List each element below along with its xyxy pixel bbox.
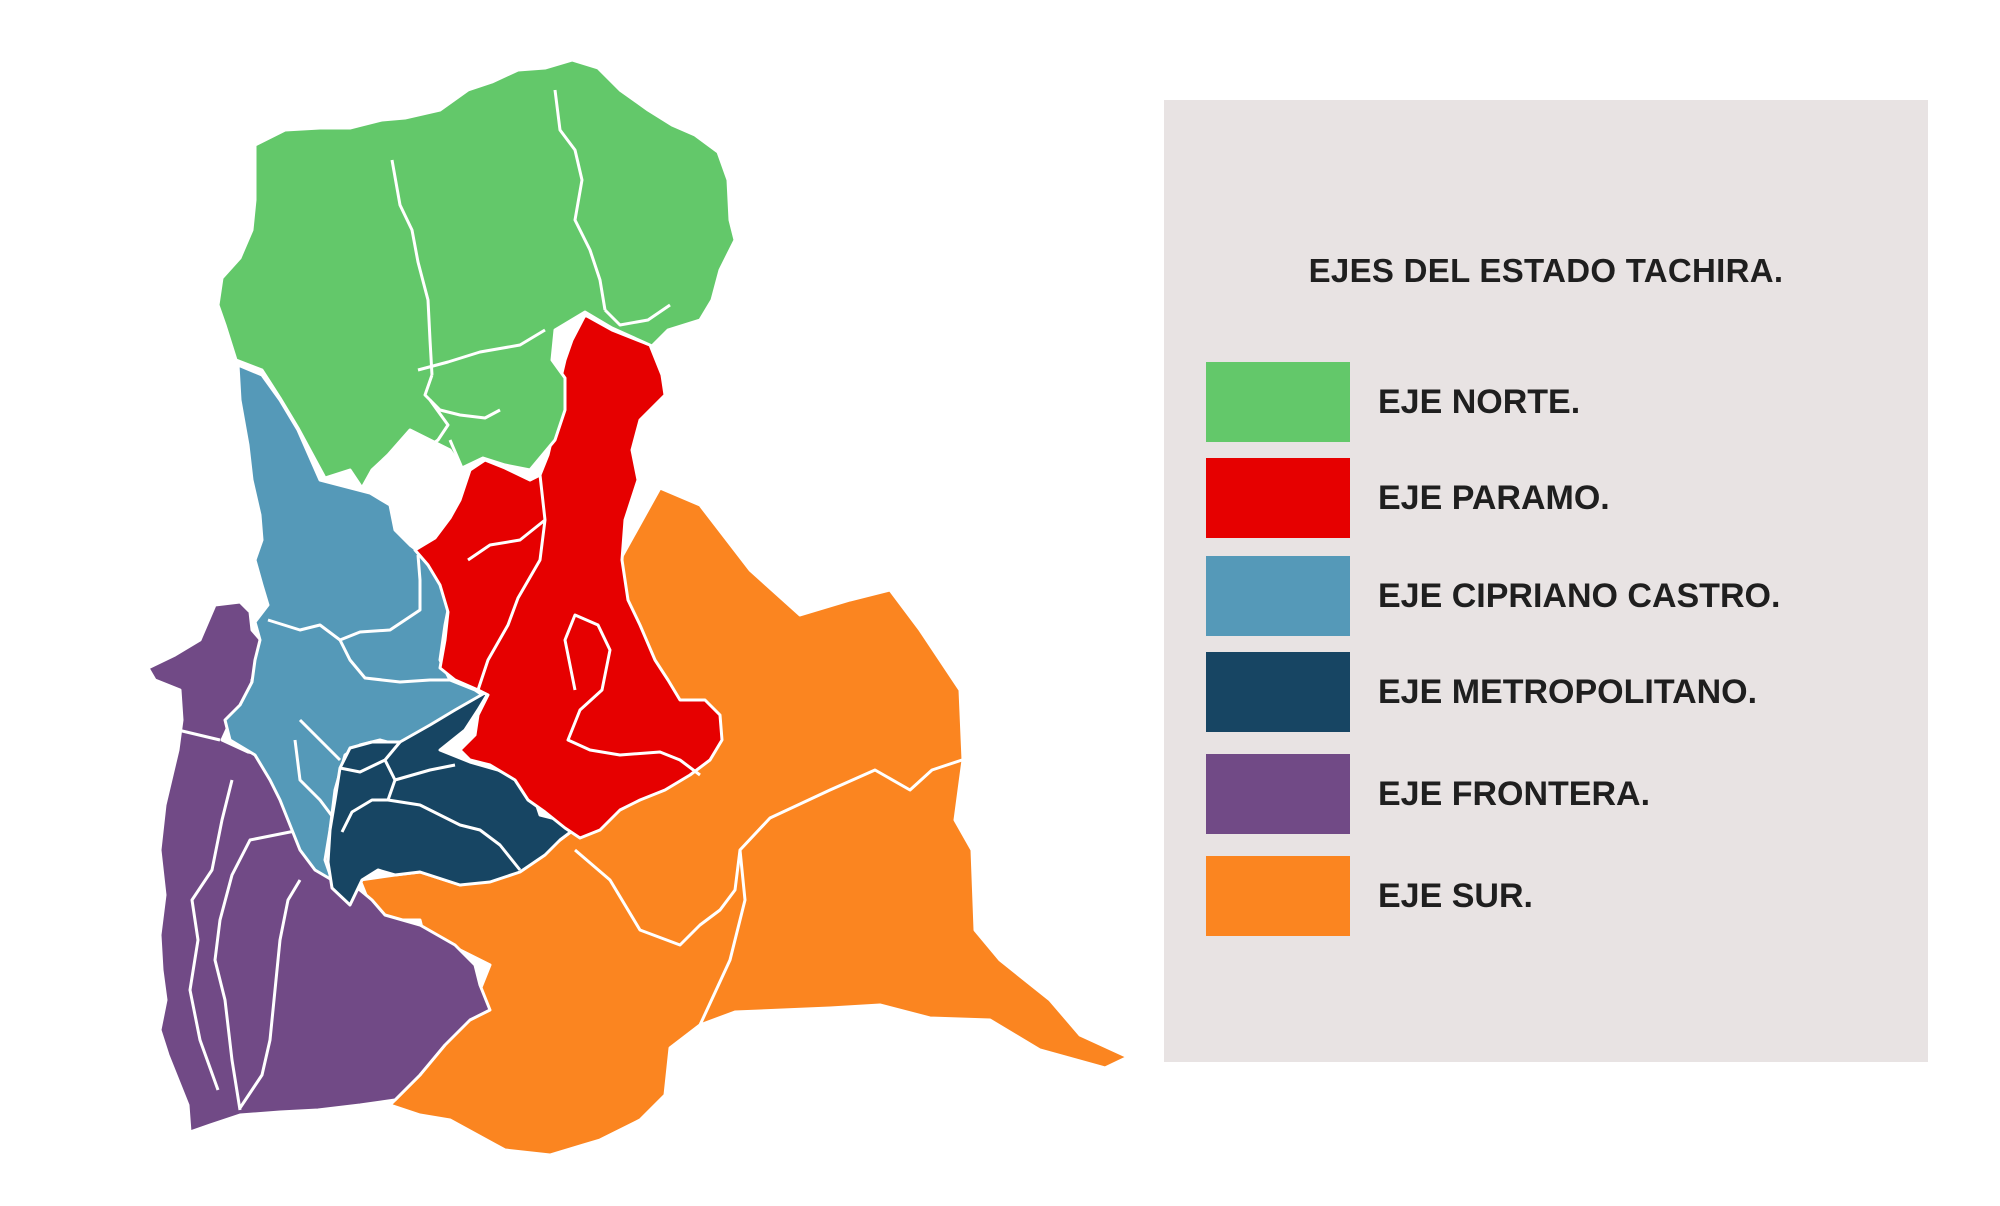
- legend-item-sur: EJE SUR.: [1206, 856, 1906, 936]
- legend-item-metropolitano: EJE METROPOLITANO.: [1206, 652, 1906, 732]
- legend-item-norte: EJE NORTE.: [1206, 362, 1906, 442]
- swatch-norte: [1206, 362, 1350, 442]
- legend-label-norte: EJE NORTE.: [1378, 383, 1581, 421]
- swatch-sur: [1206, 856, 1350, 936]
- swatch-metropolitano: [1206, 652, 1350, 732]
- legend-item-cipriano: EJE CIPRIANO CASTRO.: [1206, 556, 1906, 636]
- legend-item-paramo: EJE PARAMO.: [1206, 458, 1906, 538]
- swatch-cipriano: [1206, 556, 1350, 636]
- legend-label-paramo: EJE PARAMO.: [1378, 479, 1610, 517]
- tachira-map: [146, 58, 1130, 1157]
- legend-title: EJES DEL ESTADO TACHIRA.: [1308, 252, 1784, 289]
- legend-label-frontera: EJE FRONTERA.: [1378, 775, 1651, 813]
- region-eje-paramo: [413, 313, 724, 840]
- swatch-frontera: [1206, 754, 1350, 834]
- legend-label-cipriano: EJE CIPRIANO CASTRO.: [1378, 577, 1781, 615]
- swatch-paramo: [1206, 458, 1350, 538]
- legend-label-sur: EJE SUR.: [1378, 877, 1533, 915]
- legend-label-metropolitano: EJE METROPOLITANO.: [1378, 673, 1758, 711]
- region-eje-norte: [216, 58, 737, 490]
- legend-item-frontera: EJE FRONTERA.: [1206, 754, 1906, 834]
- legend-panel: EJES DEL ESTADO TACHIRA. EJE NORTE. EJE …: [1164, 100, 1928, 1062]
